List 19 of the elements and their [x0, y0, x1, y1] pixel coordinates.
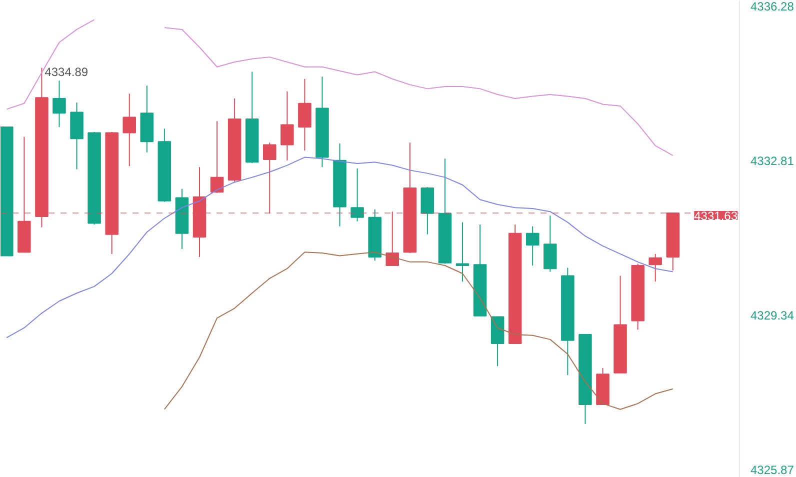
line-series: [6, 156, 674, 338]
candlestick: [122, 93, 136, 167]
y-tick-label: 4325.87: [750, 462, 794, 477]
candlestick: [210, 120, 224, 194]
candlestick: [350, 168, 364, 222]
candlestick: [52, 80, 66, 128]
candlestick: [298, 78, 312, 152]
ref-line-label: 4331.63: [694, 208, 738, 223]
candlestick: [648, 253, 662, 282]
line-series: [164, 252, 674, 410]
y-tick-label: 4336.28: [750, 0, 794, 14]
y-tick-label: 4332.81: [750, 154, 794, 168]
y-tick-label: 4329.34: [750, 308, 794, 322]
candlestick: [262, 142, 276, 214]
candlestick: [386, 211, 399, 266]
candlestick: [280, 90, 294, 161]
candlestick: [526, 226, 540, 266]
annotation: 4334.89: [44, 64, 88, 79]
candlestick: [456, 222, 470, 282]
